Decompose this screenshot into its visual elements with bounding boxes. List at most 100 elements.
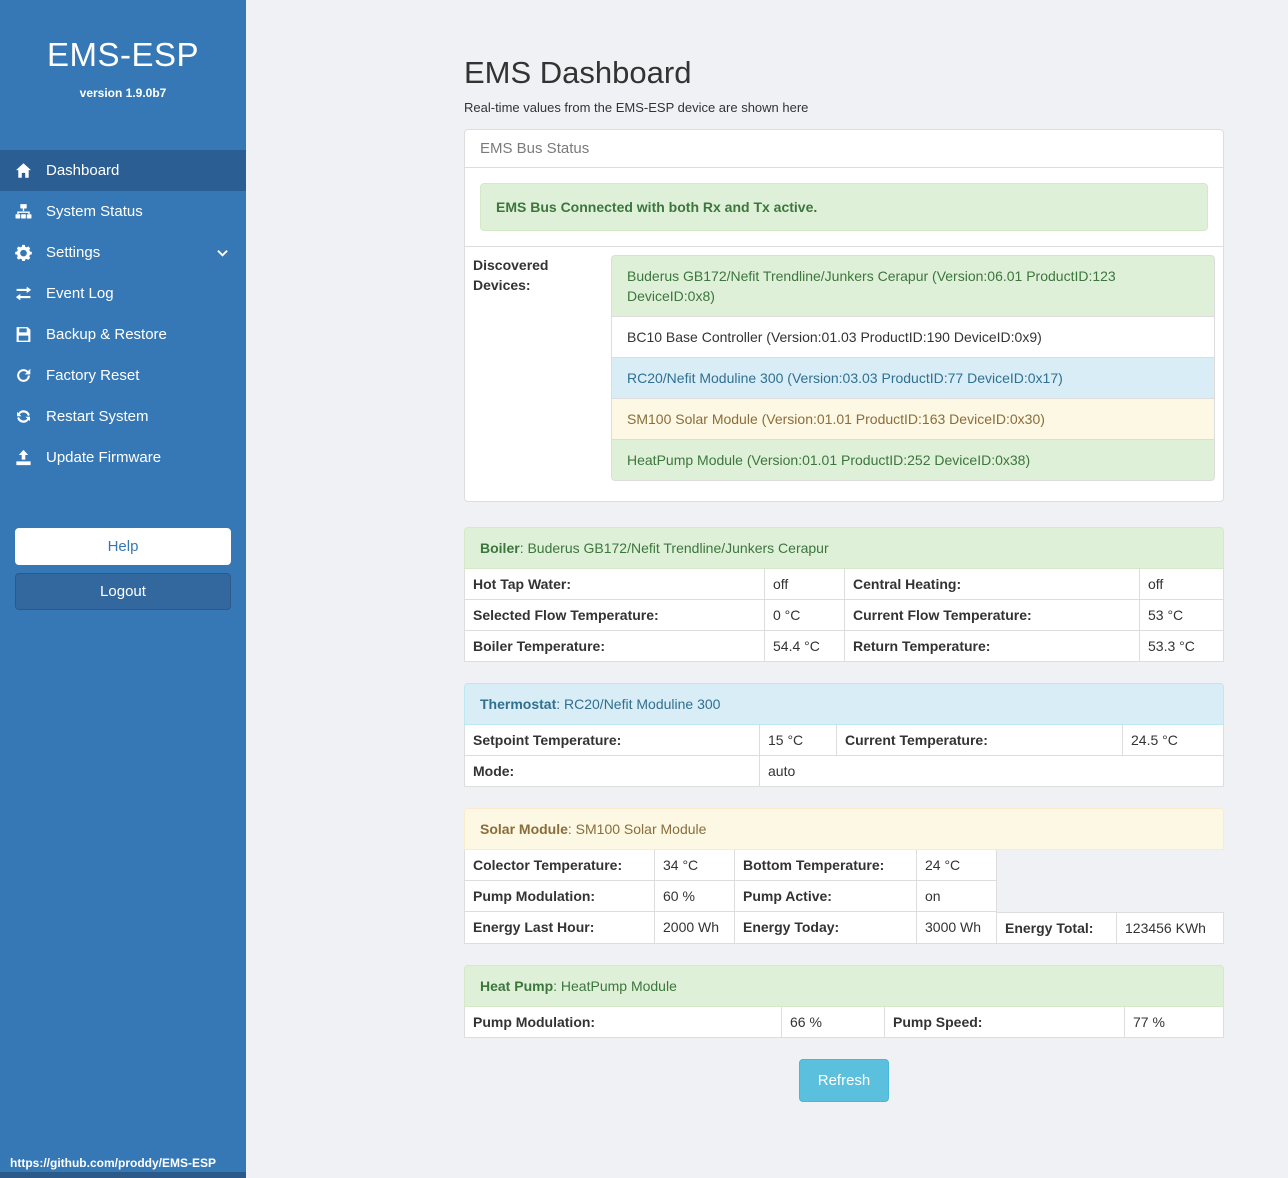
sidebar-item-event-log[interactable]: Event Log: [0, 273, 246, 314]
field-label: Central Heating:: [845, 569, 1140, 600]
field-label: Selected Flow Temperature:: [464, 600, 765, 631]
upload-icon: [16, 449, 31, 466]
bus-connected-alert: EMS Bus Connected with both Rx and Tx ac…: [480, 183, 1208, 231]
table-row: Mode: auto: [464, 756, 1224, 787]
solar-module-table: Solar Module: SM100 Solar Module Colecto…: [464, 808, 1225, 944]
field-label: Return Temperature:: [845, 631, 1140, 662]
field-value: 24 °C: [917, 850, 997, 881]
field-value: 53.3 °C: [1140, 631, 1224, 662]
page-title: EMS Dashboard: [464, 55, 692, 90]
field-value: off: [765, 569, 845, 600]
field-value: 2000 Wh: [655, 912, 735, 944]
sidebar-item-label: Update Firmware: [46, 449, 162, 466]
exchange-icon: [15, 286, 32, 301]
app-title: EMS-ESP: [46, 36, 200, 73]
field-label: Current Flow Temperature:: [845, 600, 1140, 631]
field-label: Pump Speed:: [885, 1007, 1125, 1038]
device-item: RC20/Nefit Moduline 300 (Version:03.03 P…: [611, 357, 1215, 399]
field-value: 0 °C: [765, 600, 845, 631]
device-list: Buderus GB172/Nefit Trendline/Junkers Ce…: [611, 255, 1215, 481]
field-value: 3000 Wh: [917, 912, 997, 944]
table-row: Selected Flow Temperature: 0 °C Current …: [464, 600, 1224, 631]
sitemap-icon: [15, 204, 32, 219]
boiler-table: Boiler: Buderus GB172/Nefit Trendline/Ju…: [464, 527, 1224, 662]
github-url-link[interactable]: https://github.com/proddy/EMS-ESP: [10, 1156, 216, 1170]
help-button[interactable]: Help: [15, 528, 231, 565]
sidebar-item-label: Dashboard: [46, 162, 120, 179]
refresh-button[interactable]: Refresh: [798, 1059, 890, 1102]
gear-icon: [15, 244, 32, 261]
section-title: Solar Module: SM100 Solar Module: [464, 808, 1225, 850]
field-value: auto: [760, 756, 1224, 787]
home-icon: [16, 163, 31, 178]
field-label: Pump Modulation:: [464, 1007, 782, 1038]
field-label: Hot Tap Water:: [464, 569, 765, 600]
section-title-device: : SM100 Solar Module: [567, 821, 707, 837]
section-title-bold: Solar Module: [480, 821, 568, 837]
table-row: Hot Tap Water: off Central Heating: off: [464, 569, 1224, 600]
field-value: 60 %: [655, 881, 735, 912]
field-label: Energy Today:: [735, 912, 917, 944]
heat-pump-header: Heat Pump: HeatPump Module: [464, 965, 1225, 1007]
field-label: Mode:: [464, 756, 760, 787]
field-label: Boiler Temperature:: [464, 631, 765, 662]
field-label: Current Temperature:: [837, 725, 1123, 756]
discovered-devices-cell: Buderus GB172/Nefit Trendline/Junkers Ce…: [603, 246, 1223, 501]
sidebar: EMS-ESP version 1.9.0b7 Dashboard System…: [0, 0, 246, 1178]
field-label: Pump Active:: [735, 881, 917, 912]
main-content: EMS Dashboard Real-time values from the …: [246, 0, 1288, 1178]
table-row: Setpoint Temperature: 15 °C Current Temp…: [464, 725, 1224, 756]
sidebar-item-label: Event Log: [46, 285, 114, 302]
field-value: 24.5 °C: [1123, 725, 1224, 756]
sidebar-item-dashboard[interactable]: Dashboard: [0, 150, 246, 191]
boiler-header: Boiler: Buderus GB172/Nefit Trendline/Ju…: [464, 527, 1224, 569]
sidebar-item-system-status[interactable]: System Status: [0, 191, 246, 232]
field-value: on: [917, 881, 997, 912]
sidebar-item-label: System Status: [46, 203, 143, 220]
table-row: Pump Modulation: 60 % Pump Active: on: [464, 881, 1224, 912]
field-value: 53 °C: [1140, 600, 1224, 631]
sidebar-item-settings[interactable]: Settings: [0, 232, 246, 273]
field-label: Colector Temperature:: [464, 850, 655, 881]
section-title-bold: Boiler: [480, 540, 520, 556]
table-row: Boiler Temperature: 54.4 °C Return Tempe…: [464, 631, 1224, 662]
thermostat-header: Thermostat: RC20/Nefit Moduline 300: [464, 683, 1224, 725]
table-row: Energy Last Hour: 2000 Wh Energy Today: …: [464, 912, 1225, 944]
field-label: Bottom Temperature:: [735, 850, 917, 881]
section-title-device: : Buderus GB172/Nefit Trendline/Junkers …: [519, 540, 829, 556]
table-row: Colector Temperature: 34 °C Bottom Tempe…: [464, 850, 1224, 881]
field-label: Energy Last Hour:: [464, 912, 655, 944]
field-value: 123456 KWh: [1117, 912, 1225, 944]
field-label: Energy Total:: [997, 912, 1117, 944]
solar-module-header: Solar Module: SM100 Solar Module: [464, 808, 1225, 850]
device-item: BC10 Base Controller (Version:01.03 Prod…: [611, 316, 1215, 358]
section-title: Thermostat: RC20/Nefit Moduline 300: [464, 683, 1224, 725]
section-title-device: : HeatPump Module: [553, 978, 677, 994]
rotate-right-icon: [17, 368, 31, 382]
sidebar-buttons: Help Logout: [0, 528, 246, 610]
section-title: Heat Pump: HeatPump Module: [464, 965, 1225, 1007]
sidebar-item-restart-system[interactable]: Restart System: [0, 396, 246, 437]
ems-bus-status-body: EMS Bus Connected with both Rx and Tx ac…: [465, 168, 1223, 246]
sidebar-item-label: Backup & Restore: [46, 326, 167, 343]
refresh-button-row: Refresh: [464, 1059, 1224, 1142]
field-label: Setpoint Temperature:: [464, 725, 760, 756]
sidebar-item-factory-reset[interactable]: Factory Reset: [0, 355, 246, 396]
logout-button[interactable]: Logout: [15, 573, 231, 610]
refresh-icon: [17, 410, 30, 423]
field-value: 34 °C: [655, 850, 735, 881]
table-row: Pump Modulation: 66 % Pump Speed: 77 %: [464, 1007, 1225, 1038]
field-label: Pump Modulation:: [464, 881, 655, 912]
field-value: 54.4 °C: [765, 631, 845, 662]
section-title-device: : RC20/Nefit Moduline 300: [556, 696, 721, 712]
field-value: 77 %: [1125, 1007, 1225, 1038]
field-value: 66 %: [782, 1007, 885, 1038]
thermostat-table: Thermostat: RC20/Nefit Moduline 300 Setp…: [464, 683, 1224, 787]
ems-bus-status-heading: EMS Bus Status: [465, 130, 1223, 168]
sidebar-item-update-firmware[interactable]: Update Firmware: [0, 437, 246, 478]
discovered-devices-table: Discovered Devices: Buderus GB172/Nefit …: [465, 246, 1223, 501]
sidebar-item-backup-restore[interactable]: Backup & Restore: [0, 314, 246, 355]
chevron-down-icon: [217, 249, 228, 257]
app-version: version 1.9.0b7: [79, 86, 167, 100]
table-row: Discovered Devices: Buderus GB172/Nefit …: [465, 246, 1223, 501]
